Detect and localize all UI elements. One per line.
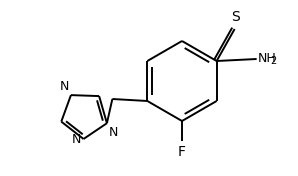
Text: N: N: [109, 126, 118, 139]
Text: 2: 2: [271, 56, 277, 66]
Text: NH: NH: [258, 52, 276, 64]
Text: N: N: [72, 133, 82, 146]
Text: S: S: [231, 10, 240, 24]
Text: F: F: [178, 145, 186, 159]
Text: N: N: [60, 80, 69, 93]
